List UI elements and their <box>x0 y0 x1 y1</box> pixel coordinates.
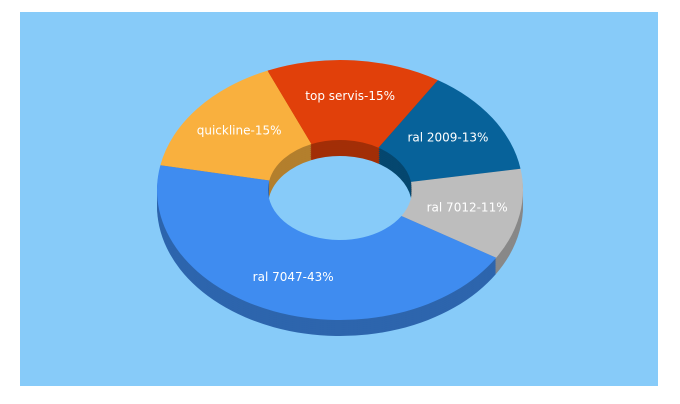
slice <box>401 168 523 258</box>
slice <box>267 60 438 148</box>
slice-label: quickline-15% <box>197 124 282 138</box>
slice <box>160 70 312 181</box>
slice-label: top servis-15% <box>305 89 395 103</box>
slice-label: ral 2009-13% <box>407 131 488 145</box>
slice-label: ral 7012-11% <box>427 200 508 214</box>
slice <box>378 80 521 182</box>
slice <box>157 165 497 320</box>
slice-label: ral 7047-43% <box>253 270 334 284</box>
